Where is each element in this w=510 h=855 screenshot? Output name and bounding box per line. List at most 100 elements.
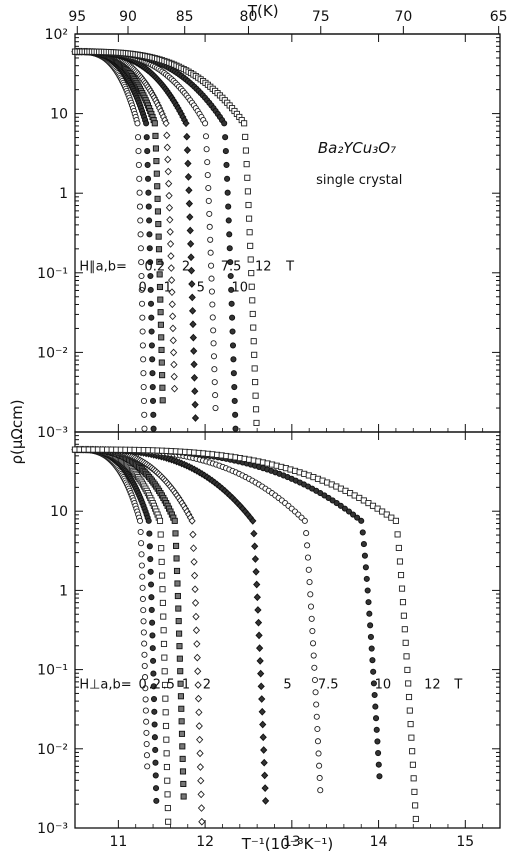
- data-point: [221, 120, 228, 127]
- data-point: [261, 784, 269, 793]
- data-point: [163, 750, 170, 757]
- data-point: [394, 531, 401, 538]
- data-point: [158, 346, 165, 354]
- data-point: [152, 772, 159, 779]
- data-point: [196, 735, 204, 744]
- data-point: [211, 379, 218, 386]
- data-point: [153, 158, 160, 165]
- data-point: [144, 148, 151, 155]
- data-point: [399, 599, 407, 606]
- data-point: [164, 791, 171, 798]
- data-point: [154, 183, 161, 190]
- data-point: [180, 793, 187, 800]
- data-point: [162, 709, 169, 716]
- data-point: [222, 134, 229, 141]
- data-point: [176, 630, 183, 637]
- data-point: [155, 233, 162, 240]
- data-point: [143, 741, 150, 748]
- x-axis-title: T⁻¹(10⁻³K⁻¹): [241, 835, 334, 853]
- data-point: [208, 288, 215, 295]
- data-point: [177, 668, 184, 675]
- data-point: [145, 203, 152, 210]
- top-panel: 10² 10 1 10⁻¹ 10⁻² 10⁻³ H∥a,b= 0.2 2 0 1 5 7.5 10 12 T: [37, 27, 501, 441]
- data-point: [304, 542, 311, 549]
- data-point: [140, 370, 147, 377]
- data-point: [184, 173, 193, 181]
- field-label: 1: [164, 281, 172, 296]
- data-point: [136, 175, 143, 182]
- data-point: [206, 210, 213, 217]
- data-point: [400, 612, 407, 619]
- data-point: [204, 172, 211, 179]
- data-point: [159, 384, 166, 391]
- data-point: [368, 645, 375, 652]
- data-point: [251, 542, 259, 551]
- data-point: [307, 603, 315, 610]
- data-point: [135, 148, 142, 155]
- data-point: [366, 610, 373, 617]
- data-point: [313, 701, 320, 708]
- data-point: [138, 551, 145, 558]
- data-point: [224, 175, 231, 182]
- data-point: [204, 159, 211, 166]
- data-point: [139, 314, 146, 321]
- data-point: [163, 131, 171, 140]
- y-tick-label: 10⁻²: [37, 742, 68, 758]
- data-point: [156, 283, 164, 291]
- data-point: [257, 682, 265, 691]
- data-point: [407, 721, 414, 728]
- data-point: [139, 595, 146, 603]
- data-point: [162, 119, 170, 128]
- data-point: [190, 360, 198, 369]
- data-point: [149, 384, 156, 391]
- data-point: [194, 694, 203, 703]
- data-point: [188, 516, 196, 525]
- data-point: [209, 314, 216, 321]
- data-point: [358, 517, 365, 524]
- data-point: [254, 606, 262, 614]
- data-point: [173, 555, 180, 562]
- data-point: [333, 500, 340, 507]
- data-point: [253, 419, 260, 426]
- data-point: [165, 179, 173, 188]
- field-label: 12: [424, 677, 441, 692]
- top-tick-label: 75: [312, 9, 330, 25]
- data-point: [367, 622, 374, 629]
- field-prefix-label: H∥a,b=: [79, 259, 127, 274]
- data-point: [252, 379, 259, 386]
- data-point: [185, 199, 193, 208]
- data-point: [409, 761, 416, 768]
- data-point: [150, 411, 157, 418]
- field-label: .5: [162, 677, 174, 692]
- data-point: [362, 564, 369, 571]
- data-point: [372, 703, 379, 710]
- data-point: [140, 397, 148, 404]
- data-point: [150, 657, 157, 664]
- data-point: [246, 229, 253, 236]
- data-point: [138, 272, 145, 280]
- data-point: [209, 301, 216, 308]
- data-point: [134, 134, 142, 141]
- data-point: [164, 805, 171, 812]
- x-tick-label: 14: [370, 834, 388, 850]
- data-point: [145, 517, 152, 524]
- data-point: [203, 146, 210, 153]
- data-point: [311, 664, 318, 671]
- data-point: [190, 571, 199, 580]
- data-point: [409, 748, 416, 755]
- data-point: [147, 300, 155, 307]
- data-point: [259, 733, 267, 742]
- data-point: [246, 215, 253, 222]
- y-axis-title: ρ(μΩcm): [8, 399, 26, 464]
- bottom-panel-frame: [74, 431, 501, 829]
- data-point: [257, 669, 265, 678]
- data-point: [258, 695, 266, 703]
- data-point: [197, 804, 206, 812]
- data-point: [139, 300, 146, 307]
- data-point: [250, 338, 257, 345]
- data-point: [230, 356, 237, 363]
- data-point: [308, 615, 315, 622]
- data-point: [210, 327, 217, 334]
- data-point: [242, 147, 249, 154]
- data-point: [247, 256, 254, 263]
